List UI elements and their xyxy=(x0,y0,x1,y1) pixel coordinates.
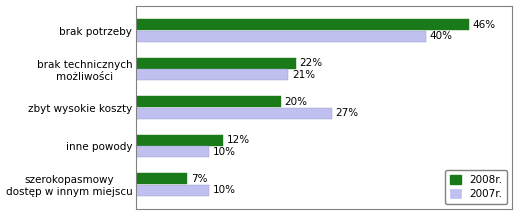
Text: 21%: 21% xyxy=(292,70,315,80)
Text: 10%: 10% xyxy=(212,147,235,157)
Text: 7%: 7% xyxy=(191,174,207,184)
Text: 40%: 40% xyxy=(429,31,452,41)
Text: 27%: 27% xyxy=(335,108,358,118)
Text: 46%: 46% xyxy=(473,20,496,30)
Bar xyxy=(136,69,289,80)
Text: 12%: 12% xyxy=(227,135,250,145)
Bar xyxy=(136,19,469,30)
Bar xyxy=(136,146,209,157)
Legend: 2008r., 2007r.: 2008r., 2007r. xyxy=(445,170,507,204)
Bar xyxy=(136,108,332,119)
Bar xyxy=(136,96,281,107)
Bar xyxy=(136,58,296,69)
Bar xyxy=(136,185,209,196)
Text: 10%: 10% xyxy=(212,185,235,195)
Text: 22%: 22% xyxy=(299,58,322,68)
Bar xyxy=(136,135,223,146)
Bar xyxy=(136,173,187,184)
Bar xyxy=(136,31,426,42)
Text: 20%: 20% xyxy=(285,97,308,107)
